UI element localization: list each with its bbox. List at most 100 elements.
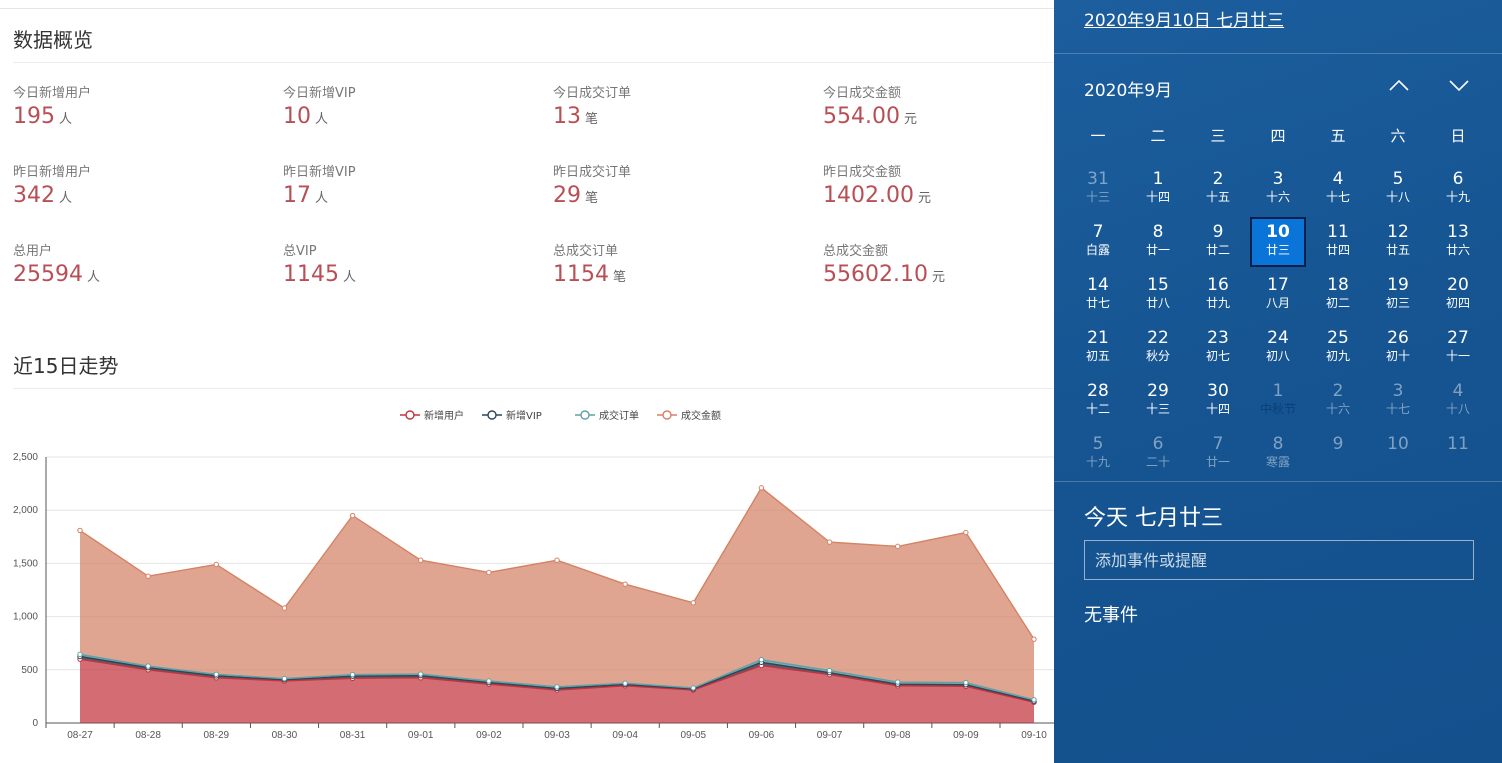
stat-value: 13 bbox=[553, 104, 581, 129]
legend-marker bbox=[662, 410, 672, 420]
day-number: 9 bbox=[1332, 434, 1344, 454]
stat-value-row: 17 人 bbox=[283, 183, 533, 208]
calendar-day[interactable]: 13 廿六 bbox=[1430, 217, 1486, 267]
previous-month-button[interactable] bbox=[1381, 72, 1417, 100]
lunar-date: 廿五 bbox=[1385, 243, 1410, 257]
data-point bbox=[554, 557, 560, 563]
calendar-day[interactable]: 31 十三 bbox=[1070, 164, 1126, 214]
x-tick-label: 09-01 bbox=[408, 730, 434, 741]
calendar-day[interactable]: 7 白露 bbox=[1070, 217, 1126, 267]
day-number: 8 bbox=[1152, 222, 1164, 242]
calendar-day[interactable]: 1 十四 bbox=[1130, 164, 1186, 214]
legend-label: 新增VIP bbox=[506, 409, 542, 422]
calendar-day[interactable]: 2 十五 bbox=[1190, 164, 1246, 214]
day-number: 2 bbox=[1332, 381, 1344, 401]
day-number: 28 bbox=[1087, 381, 1109, 401]
calendar-day[interactable]: 29 十三 bbox=[1130, 376, 1186, 426]
calendar-day[interactable]: 30 十四 bbox=[1190, 376, 1246, 426]
legend-marker bbox=[487, 410, 497, 420]
month-label[interactable]: 2020年9月 bbox=[1084, 81, 1173, 101]
day-number: 29 bbox=[1147, 381, 1169, 401]
calendar-day[interactable]: 21 初五 bbox=[1070, 323, 1126, 373]
calendar-day[interactable]: 28 十二 bbox=[1070, 376, 1126, 426]
data-point bbox=[690, 600, 696, 606]
calendar-day[interactable]: 20 初四 bbox=[1430, 270, 1486, 320]
stat-label: 总成交金额 bbox=[823, 244, 889, 259]
stat-value-row: 1145 人 bbox=[283, 262, 533, 287]
calendar-day[interactable]: 4 十八 bbox=[1430, 376, 1486, 426]
lunar-date: 十八 bbox=[1385, 190, 1410, 204]
calendar-flyout: 2020年9月10日 七月廿三 2020年9月 一二三四五六日 31 十三 1 十四 2… bbox=[1054, 0, 1502, 763]
weekday-label: 四 bbox=[1270, 127, 1286, 145]
calendar-day[interactable]: 15 廿八 bbox=[1130, 270, 1186, 320]
calendar-day[interactable]: 8 廿一 bbox=[1130, 217, 1186, 267]
lunar-date: 廿八 bbox=[1145, 296, 1170, 310]
calendar-day[interactable]: 24 初八 bbox=[1250, 323, 1306, 373]
stat-value-row: 13 笔 bbox=[553, 104, 803, 129]
calendar-day[interactable]: 3 十六 bbox=[1250, 164, 1306, 214]
x-tick-label: 09-09 bbox=[953, 730, 979, 741]
calendar-day[interactable]: 6 二十 bbox=[1130, 429, 1186, 479]
calendar-day[interactable]: 4 十七 bbox=[1310, 164, 1366, 214]
calendar-day[interactable]: 2 十六 bbox=[1310, 376, 1366, 426]
full-date-link[interactable]: 2020年9月10日 七月廿三 bbox=[1084, 11, 1285, 31]
calendar-day[interactable]: 12 廿五 bbox=[1370, 217, 1426, 267]
day-number: 3 bbox=[1272, 169, 1284, 189]
calendar-day[interactable]: 11 bbox=[1430, 429, 1486, 479]
day-number: 6 bbox=[1152, 434, 1164, 454]
trend-chart: 0 500 1,000 1,500 2,000 2,500 08-27 08-28 08-29 0… bbox=[13, 409, 1054, 741]
day-number: 6 bbox=[1452, 169, 1464, 189]
data-point bbox=[826, 667, 833, 674]
data-point bbox=[77, 527, 83, 534]
day-number: 7 bbox=[1212, 434, 1224, 454]
calendar-day[interactable]: 27 十一 bbox=[1430, 323, 1486, 373]
day-number: 2 bbox=[1212, 169, 1224, 189]
stat-card: 总成交金额 55602.10 元 bbox=[823, 240, 1073, 287]
calendar-day[interactable]: 16 廿九 bbox=[1190, 270, 1246, 320]
calendar-day[interactable]: 7 廿一 bbox=[1190, 429, 1246, 479]
lunar-date: 初五 bbox=[1085, 349, 1110, 363]
calendar-day[interactable]: 5 十八 bbox=[1370, 164, 1426, 214]
lunar-date: 初八 bbox=[1265, 349, 1290, 363]
lunar-date: 初七 bbox=[1205, 349, 1230, 363]
legend-label: 成交订单 bbox=[599, 409, 639, 422]
calendar-day[interactable]: 8 寒露 bbox=[1250, 429, 1306, 479]
calendar-day[interactable]: 26 初十 bbox=[1370, 323, 1426, 373]
data-point bbox=[758, 485, 765, 491]
day-number: 1 bbox=[1152, 169, 1164, 189]
calendar-day-today[interactable]: 10 廿三 bbox=[1250, 217, 1306, 267]
calendar-day[interactable]: 9 廿二 bbox=[1190, 217, 1246, 267]
calendar-day[interactable]: 5 十九 bbox=[1070, 429, 1126, 479]
day-number: 12 bbox=[1387, 222, 1409, 242]
calendar-day[interactable]: 6 十九 bbox=[1430, 164, 1486, 214]
calendar-day[interactable]: 11 廿四 bbox=[1310, 217, 1366, 267]
calendar-day[interactable]: 9 bbox=[1310, 429, 1366, 479]
stat-unit: 人 bbox=[59, 112, 73, 127]
lunar-date: 初三 bbox=[1385, 296, 1410, 310]
day-number: 30 bbox=[1207, 381, 1229, 401]
data-point bbox=[690, 685, 696, 691]
calendar-day[interactable]: 22 秋分 bbox=[1130, 323, 1186, 373]
calendar-day[interactable]: 1 中秋节 bbox=[1250, 376, 1306, 426]
calendar-day[interactable]: 25 初九 bbox=[1310, 323, 1366, 373]
no-events-text: 无事件 bbox=[1084, 605, 1138, 626]
dashboard-panel: 数据概览 今日新增用户 195 人 今日新增VIP 10 人 今日成交订单 13 笔 今日成交金额… bbox=[0, 8, 1054, 741]
calendar-day[interactable]: 18 初二 bbox=[1310, 270, 1366, 320]
day-number: 13 bbox=[1447, 222, 1469, 242]
overview-divider bbox=[13, 62, 1054, 63]
calendar-day[interactable]: 19 初三 bbox=[1370, 270, 1426, 320]
day-number: 3 bbox=[1392, 381, 1404, 401]
calendar-day[interactable]: 14 廿七 bbox=[1070, 270, 1126, 320]
add-event-input[interactable] bbox=[1084, 540, 1474, 580]
calendar-day[interactable]: 3 十七 bbox=[1370, 376, 1426, 426]
calendar-day[interactable]: 10 bbox=[1370, 429, 1426, 479]
stat-label: 昨日成交订单 bbox=[553, 165, 632, 180]
weekday-label: 日 bbox=[1450, 127, 1466, 145]
calendar-day[interactable]: 23 初七 bbox=[1190, 323, 1246, 373]
stat-value: 342 bbox=[13, 183, 55, 208]
next-month-button[interactable] bbox=[1441, 72, 1477, 100]
calendar-day[interactable]: 17 八月 bbox=[1250, 270, 1306, 320]
stat-value: 1145 bbox=[283, 262, 339, 287]
lunar-date: 初十 bbox=[1385, 349, 1410, 363]
data-point bbox=[349, 671, 356, 678]
